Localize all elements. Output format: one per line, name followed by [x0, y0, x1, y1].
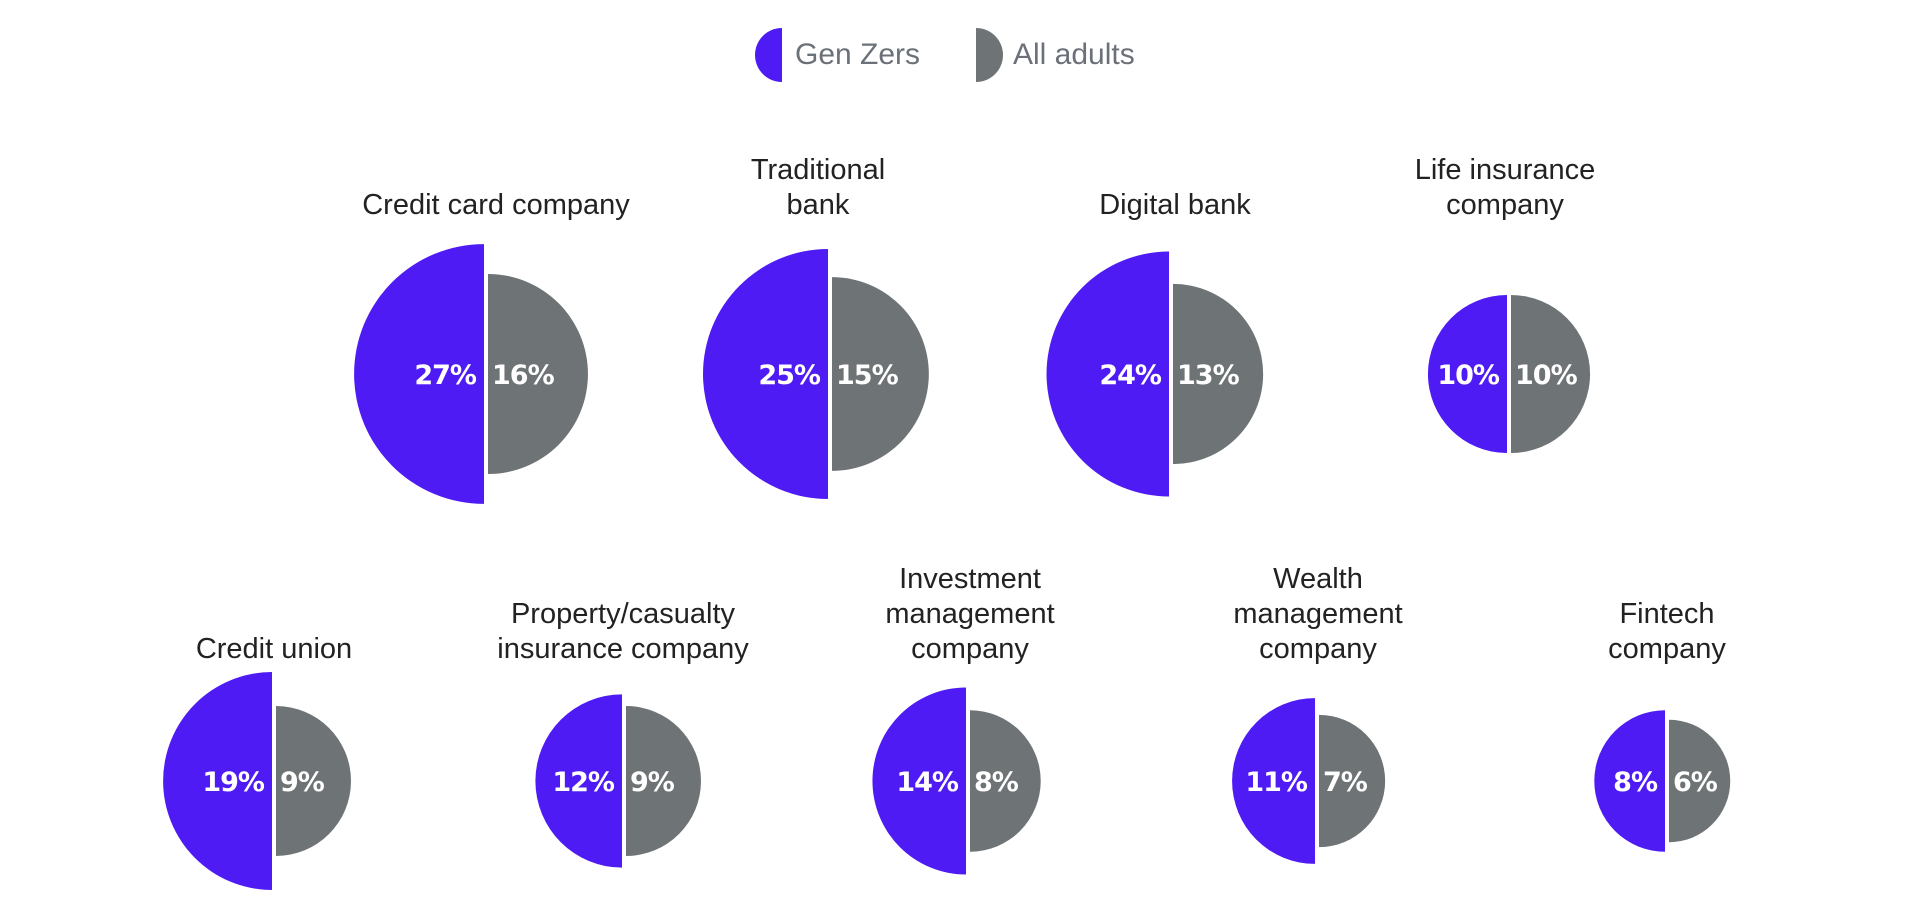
category-label: Credit union: [196, 633, 352, 665]
adults-half-circle: [970, 710, 1041, 852]
legend-gen-z-swatch: [755, 28, 782, 82]
category-label: bank: [787, 189, 850, 221]
gen-z-half-circle: [354, 244, 484, 504]
category-group: Credit card company 27% 16%: [354, 189, 630, 504]
adults-half-circle: [488, 274, 588, 474]
adults-half-circle: [1511, 294, 1591, 454]
gen-z-half-circle: [1046, 251, 1169, 497]
gen-z-value-label: 25%: [758, 360, 821, 391]
gen-z-half-circle: [1594, 710, 1665, 852]
legend: Gen Zers All adults: [755, 28, 1135, 82]
category-label: insurance company: [497, 633, 749, 665]
gen-z-half-circle: [535, 694, 622, 868]
adults-value-label: 9%: [630, 767, 675, 798]
gen-z-half-circle: [1232, 698, 1315, 864]
category-label: company: [1259, 633, 1377, 665]
gen-z-value-label: 10%: [1437, 360, 1500, 391]
category-label: Fintech: [1619, 598, 1714, 630]
legend-adults-swatch: [976, 28, 1003, 82]
gen-z-value-label: 12%: [552, 767, 615, 798]
gen-z-value-label: 11%: [1245, 767, 1308, 798]
gen-z-half-circle: [872, 687, 966, 875]
gen-z-half-circle: [703, 249, 828, 499]
adults-value-label: 6%: [1673, 767, 1718, 798]
gen-z-half-circle: [163, 672, 272, 890]
gen-z-value-label: 24%: [1099, 360, 1162, 391]
adults-value-label: 15%: [836, 360, 899, 391]
adults-half-circle: [1173, 283, 1264, 465]
gen-z-value-label: 8%: [1613, 767, 1658, 798]
adults-half-circle: [1669, 719, 1731, 843]
category-label: company: [1608, 633, 1726, 665]
adults-half-circle: [276, 706, 351, 856]
category-label: company: [1446, 189, 1564, 221]
adults-half-circle: [1319, 714, 1386, 848]
category-label: Digital bank: [1099, 189, 1251, 221]
category-label: management: [1233, 598, 1402, 630]
chart-marks: Credit card company 27% 16% Traditionalbank…: [163, 154, 1731, 890]
gen-z-half-circle: [1427, 294, 1507, 454]
adults-value-label: 10%: [1515, 360, 1578, 391]
adults-value-label: 16%: [492, 360, 555, 391]
category-group: Digital bank 24% 13%: [1046, 189, 1264, 497]
category-label: management: [885, 598, 1054, 630]
adults-value-label: 9%: [280, 767, 325, 798]
category-label: Wealth: [1273, 563, 1363, 595]
category-label: Life insurance: [1415, 154, 1596, 186]
category-label: Investment: [899, 563, 1041, 595]
adults-value-label: 8%: [974, 767, 1019, 798]
legend-gen-z-label: Gen Zers: [795, 38, 920, 71]
category-group: Credit union 19% 9%: [163, 633, 352, 890]
adults-half-circle: [832, 277, 929, 471]
category-label: Traditional: [751, 154, 885, 186]
adults-half-circle: [626, 706, 701, 856]
category-label: Property/casualty: [511, 598, 736, 630]
gen-z-value-label: 27%: [414, 360, 477, 391]
category-label: company: [911, 633, 1029, 665]
legend-adults-label: All adults: [1013, 38, 1135, 71]
adults-value-label: 13%: [1177, 360, 1240, 391]
adults-value-label: 7%: [1323, 767, 1368, 798]
category-label: Credit card company: [362, 189, 630, 221]
gen-z-value-label: 14%: [896, 767, 959, 798]
gen-z-value-label: 19%: [202, 767, 265, 798]
